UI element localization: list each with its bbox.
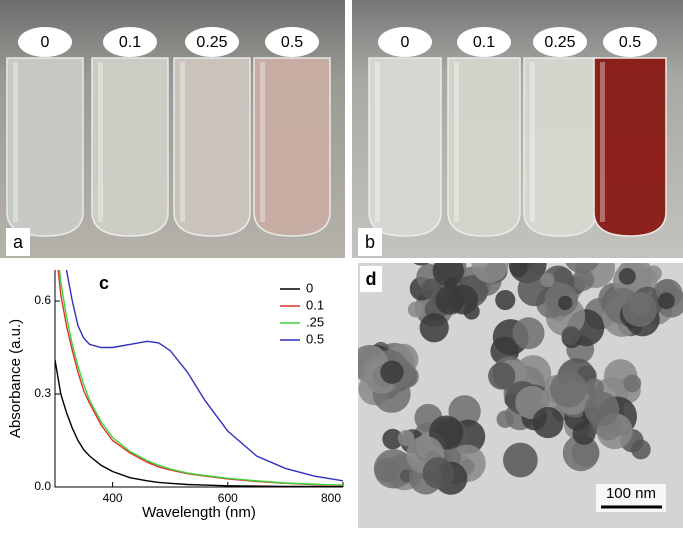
tube-label-bg	[457, 27, 511, 57]
particle	[657, 292, 675, 310]
tube-label-bg	[603, 27, 657, 57]
particle	[435, 285, 465, 315]
y-tick-label: 0.3	[34, 386, 51, 400]
x-tick-label: 400	[103, 491, 123, 505]
particle	[584, 391, 620, 427]
tube	[368, 57, 442, 237]
y-tick-label: 0.6	[34, 293, 51, 307]
tem-particles	[358, 263, 683, 495]
tube-highlight	[600, 62, 605, 222]
legend-label: 0	[306, 280, 313, 295]
tube	[91, 57, 169, 237]
tube-label: 0.5	[281, 34, 303, 51]
y-tick-label: 0.0	[34, 479, 51, 493]
tube-label: 0.1	[473, 34, 495, 51]
x-axis-label: Wavelength (nm)	[142, 504, 256, 521]
panel-label: c	[99, 273, 109, 293]
tube-label-bg	[18, 27, 72, 57]
x-tick-label: 600	[218, 491, 238, 505]
tube-label: 0.5	[619, 34, 641, 51]
tube-highlight	[180, 62, 185, 222]
series-line	[58, 270, 343, 486]
particle	[572, 421, 596, 445]
tube-label: 0.25	[196, 34, 227, 51]
tube-highlight	[13, 62, 18, 222]
y-axis-label: Absorbance (a.u.)	[7, 319, 24, 438]
panel-label-bg	[6, 228, 30, 256]
tube-highlight	[98, 62, 103, 222]
particle	[397, 429, 415, 447]
particle	[631, 439, 651, 460]
tube-label-bg	[533, 27, 587, 57]
particle	[374, 457, 400, 483]
legend-label: 0.5	[306, 331, 324, 346]
x-tick-label: 800	[321, 491, 341, 505]
tube-highlight	[454, 62, 459, 222]
tube-label: 0	[401, 34, 410, 51]
particle	[432, 263, 464, 287]
particle	[502, 442, 538, 478]
particle	[623, 374, 642, 393]
particle	[572, 268, 595, 291]
particle	[565, 263, 599, 274]
tube-label-bg	[378, 27, 432, 57]
legend-label: .25	[306, 314, 324, 329]
tube-label: 0.25	[544, 34, 575, 51]
particle	[510, 263, 528, 277]
tube-label: 0	[41, 34, 50, 51]
legend-label: 0.1	[306, 297, 324, 312]
particle	[532, 407, 564, 439]
particle	[495, 289, 516, 311]
particle	[629, 294, 651, 316]
axes	[54, 270, 343, 488]
particle	[419, 313, 449, 343]
particle	[496, 410, 515, 428]
particle	[558, 295, 573, 311]
panel-label: d	[366, 269, 377, 289]
tube	[447, 57, 521, 237]
panel-label: b	[365, 232, 375, 252]
series-line	[55, 359, 343, 487]
particle	[407, 301, 424, 318]
tube-label-bg	[265, 27, 319, 57]
panel-label-bg	[360, 266, 382, 292]
particle	[380, 360, 404, 384]
particle	[422, 457, 455, 489]
tube	[173, 57, 251, 237]
particle	[540, 273, 555, 288]
tube	[593, 57, 667, 237]
tube	[6, 57, 84, 237]
tube-label: 0.1	[119, 34, 141, 51]
scale-bar-label: 100 nm	[606, 485, 656, 502]
plot-lines	[55, 270, 343, 487]
panel-label-bg	[358, 228, 382, 256]
series-line	[65, 270, 343, 482]
particle	[471, 263, 509, 283]
particle	[512, 317, 545, 350]
tube-label-bg	[103, 27, 157, 57]
particle	[562, 434, 600, 472]
panel-label: a	[13, 232, 24, 252]
particle	[550, 370, 587, 408]
tube-highlight	[530, 62, 535, 222]
tube-highlight	[260, 62, 265, 222]
tube-label-bg	[185, 27, 239, 57]
particle	[382, 428, 403, 450]
particle	[488, 362, 516, 390]
tube	[253, 57, 331, 237]
particle	[561, 326, 581, 345]
tube-highlight	[375, 62, 380, 222]
particle	[618, 267, 636, 285]
